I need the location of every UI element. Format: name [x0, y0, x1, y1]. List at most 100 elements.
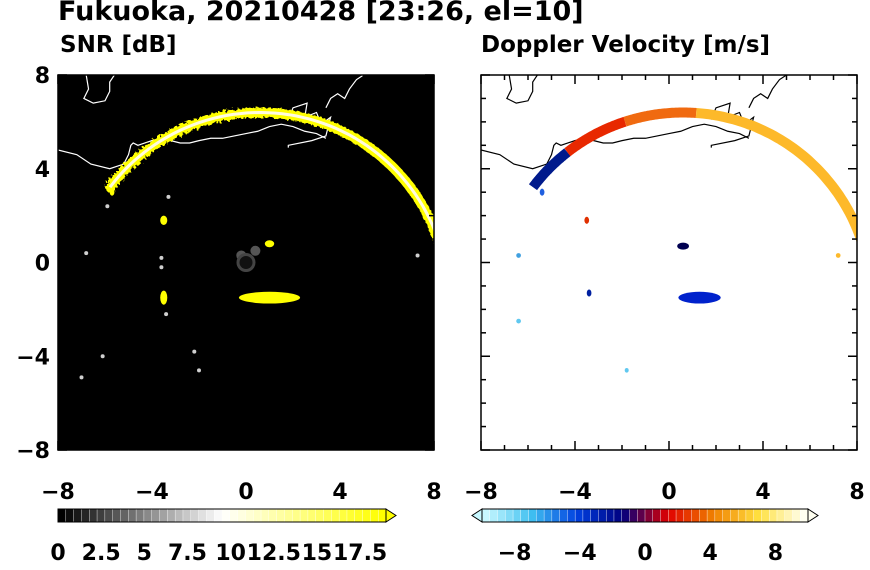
doppler-colorbar-cell [567, 508, 576, 523]
pier-outline [325, 75, 364, 109]
doppler-colorbar-cell [637, 508, 646, 523]
doppler-panel-title: Doppler Velocity [m/s] [481, 32, 771, 58]
snr-noise-speck [84, 251, 89, 256]
snr-colorbar-label: 5 [137, 541, 152, 566]
snr-colorbar-cell [81, 508, 90, 523]
snr-colorbar-label: 17.5 [333, 541, 387, 566]
doppler-colorbar-cell [497, 508, 506, 523]
pier-outline [748, 75, 787, 109]
doppler-echo-patch [516, 253, 521, 258]
snr-colorbar-cell [143, 508, 153, 523]
doppler-colorbar-max-arrow [807, 508, 819, 523]
doppler-echo-arc-segment [695, 108, 857, 244]
doppler-colorbar-cell [768, 508, 778, 523]
snr-colorbar-frame [57, 508, 387, 523]
snr-echo-arc-core [108, 110, 434, 233]
snr-y-tick-label: 4 [35, 158, 50, 183]
doppler-colorbar-cell [730, 508, 739, 523]
snr-colorbar-cell [190, 508, 200, 523]
doppler-colorbar-cell [481, 508, 491, 523]
snr-colorbar-cell [331, 508, 340, 523]
snr-colorbar-cell [159, 508, 168, 523]
doppler-echo-arc-segment [564, 116, 627, 157]
snr-noise-layer [79, 194, 420, 380]
doppler-x-tick-label: 0 [661, 480, 676, 505]
snr-noise-speck [159, 255, 164, 260]
snr-colorbar-cell [338, 508, 348, 523]
doppler-colorbar-cell [598, 508, 607, 523]
snr-echo-patch [160, 215, 168, 225]
doppler-echo-arc-segment [528, 148, 571, 191]
snr-colorbar-label: 0 [50, 541, 65, 566]
snr-colorbar-cell [377, 508, 387, 523]
snr-colorbar-label: 15 [302, 541, 333, 566]
snr-colorbar-cell [323, 508, 332, 523]
snr-colorbar-cell [206, 508, 215, 523]
snr-colorbar-cell [65, 508, 75, 523]
doppler-echo-patch [516, 318, 521, 324]
snr-colorbar-cell [57, 508, 67, 523]
doppler-colorbar-label: −4 [563, 541, 597, 566]
snr-colorbar-label: 10 [215, 541, 246, 566]
doppler-panel: −8 −4 0 4 8 [464, 74, 865, 505]
snr-echo-patch [160, 290, 168, 305]
doppler-echo-layer [516, 107, 857, 373]
snr-colorbar-cell [167, 508, 176, 523]
doppler-colorbar-cell [644, 508, 654, 523]
doppler-colorbar-cell [660, 508, 669, 523]
snr-noise-speck [166, 194, 171, 199]
snr-colorbar-cell [315, 508, 325, 523]
snr-noise-speck [164, 312, 169, 317]
doppler-colorbar: −8 −4 0 4 8 [471, 508, 819, 566]
doppler-plot-area [481, 75, 857, 450]
snr-colorbar-cell [73, 508, 83, 523]
snr-colorbar-cell [120, 508, 129, 523]
doppler-colorbar-cell [605, 508, 615, 523]
doppler-colorbar-label: 0 [637, 541, 652, 566]
doppler-x-tick-label: −8 [464, 480, 498, 505]
doppler-colorbar-cell [753, 508, 763, 523]
doppler-colorbar-cell [520, 508, 530, 523]
snr-noise-speck [159, 265, 164, 270]
snr-colorbar-cell [268, 508, 278, 523]
doppler-colorbar-label: −8 [498, 541, 532, 566]
snr-x-tick-label: −8 [41, 480, 75, 505]
island-outline [506, 75, 538, 104]
doppler-x-tick-label: 8 [849, 480, 864, 505]
doppler-echo-patch [584, 216, 590, 224]
doppler-colorbar-cell [761, 508, 770, 523]
snr-colorbar-cell [104, 508, 114, 523]
snr-colorbar-cell [174, 508, 184, 523]
doppler-colorbar-cell [722, 508, 731, 523]
snr-colorbar-cell [276, 508, 286, 523]
doppler-axis-ticks: −8 −4 0 4 8 [464, 74, 865, 505]
doppler-colorbar-cell [574, 508, 584, 523]
snr-noise-speck [197, 368, 201, 373]
snr-y-tick-label: 8 [35, 64, 50, 89]
snr-echo-layer [105, 107, 434, 305]
snr-colorbar-cell [229, 508, 239, 523]
doppler-colorbar-label: 4 [703, 541, 718, 566]
doppler-colorbar-cell [536, 508, 545, 523]
snr-noise-speck [250, 245, 261, 256]
snr-colorbar-cell [198, 508, 207, 523]
snr-colorbar-label: 12.5 [247, 541, 301, 566]
doppler-colorbar-cell [792, 508, 801, 523]
snr-echo-patch [264, 240, 275, 248]
doppler-colorbar-cell [714, 508, 724, 523]
doppler-echo-patch [677, 242, 689, 250]
snr-colorbar-max-arrow [385, 508, 397, 523]
doppler-colorbar-cell [551, 508, 561, 523]
doppler-x-tick-label: 4 [755, 480, 770, 505]
doppler-colorbar-cell [512, 508, 522, 523]
doppler-colorbar-cell [691, 508, 700, 523]
doppler-colorbar-cell [543, 508, 553, 523]
snr-colorbar-cell [151, 508, 161, 523]
snr-colorbar-label: 2.5 [82, 541, 121, 566]
doppler-colorbar-cell [800, 508, 809, 523]
snr-colorbar-cell [370, 508, 379, 523]
snr-echo-patch [238, 291, 301, 304]
doppler-colorbar-cell [784, 508, 794, 523]
snr-colorbar-cell [245, 508, 254, 523]
snr-panel-title: SNR [dB] [60, 32, 177, 58]
